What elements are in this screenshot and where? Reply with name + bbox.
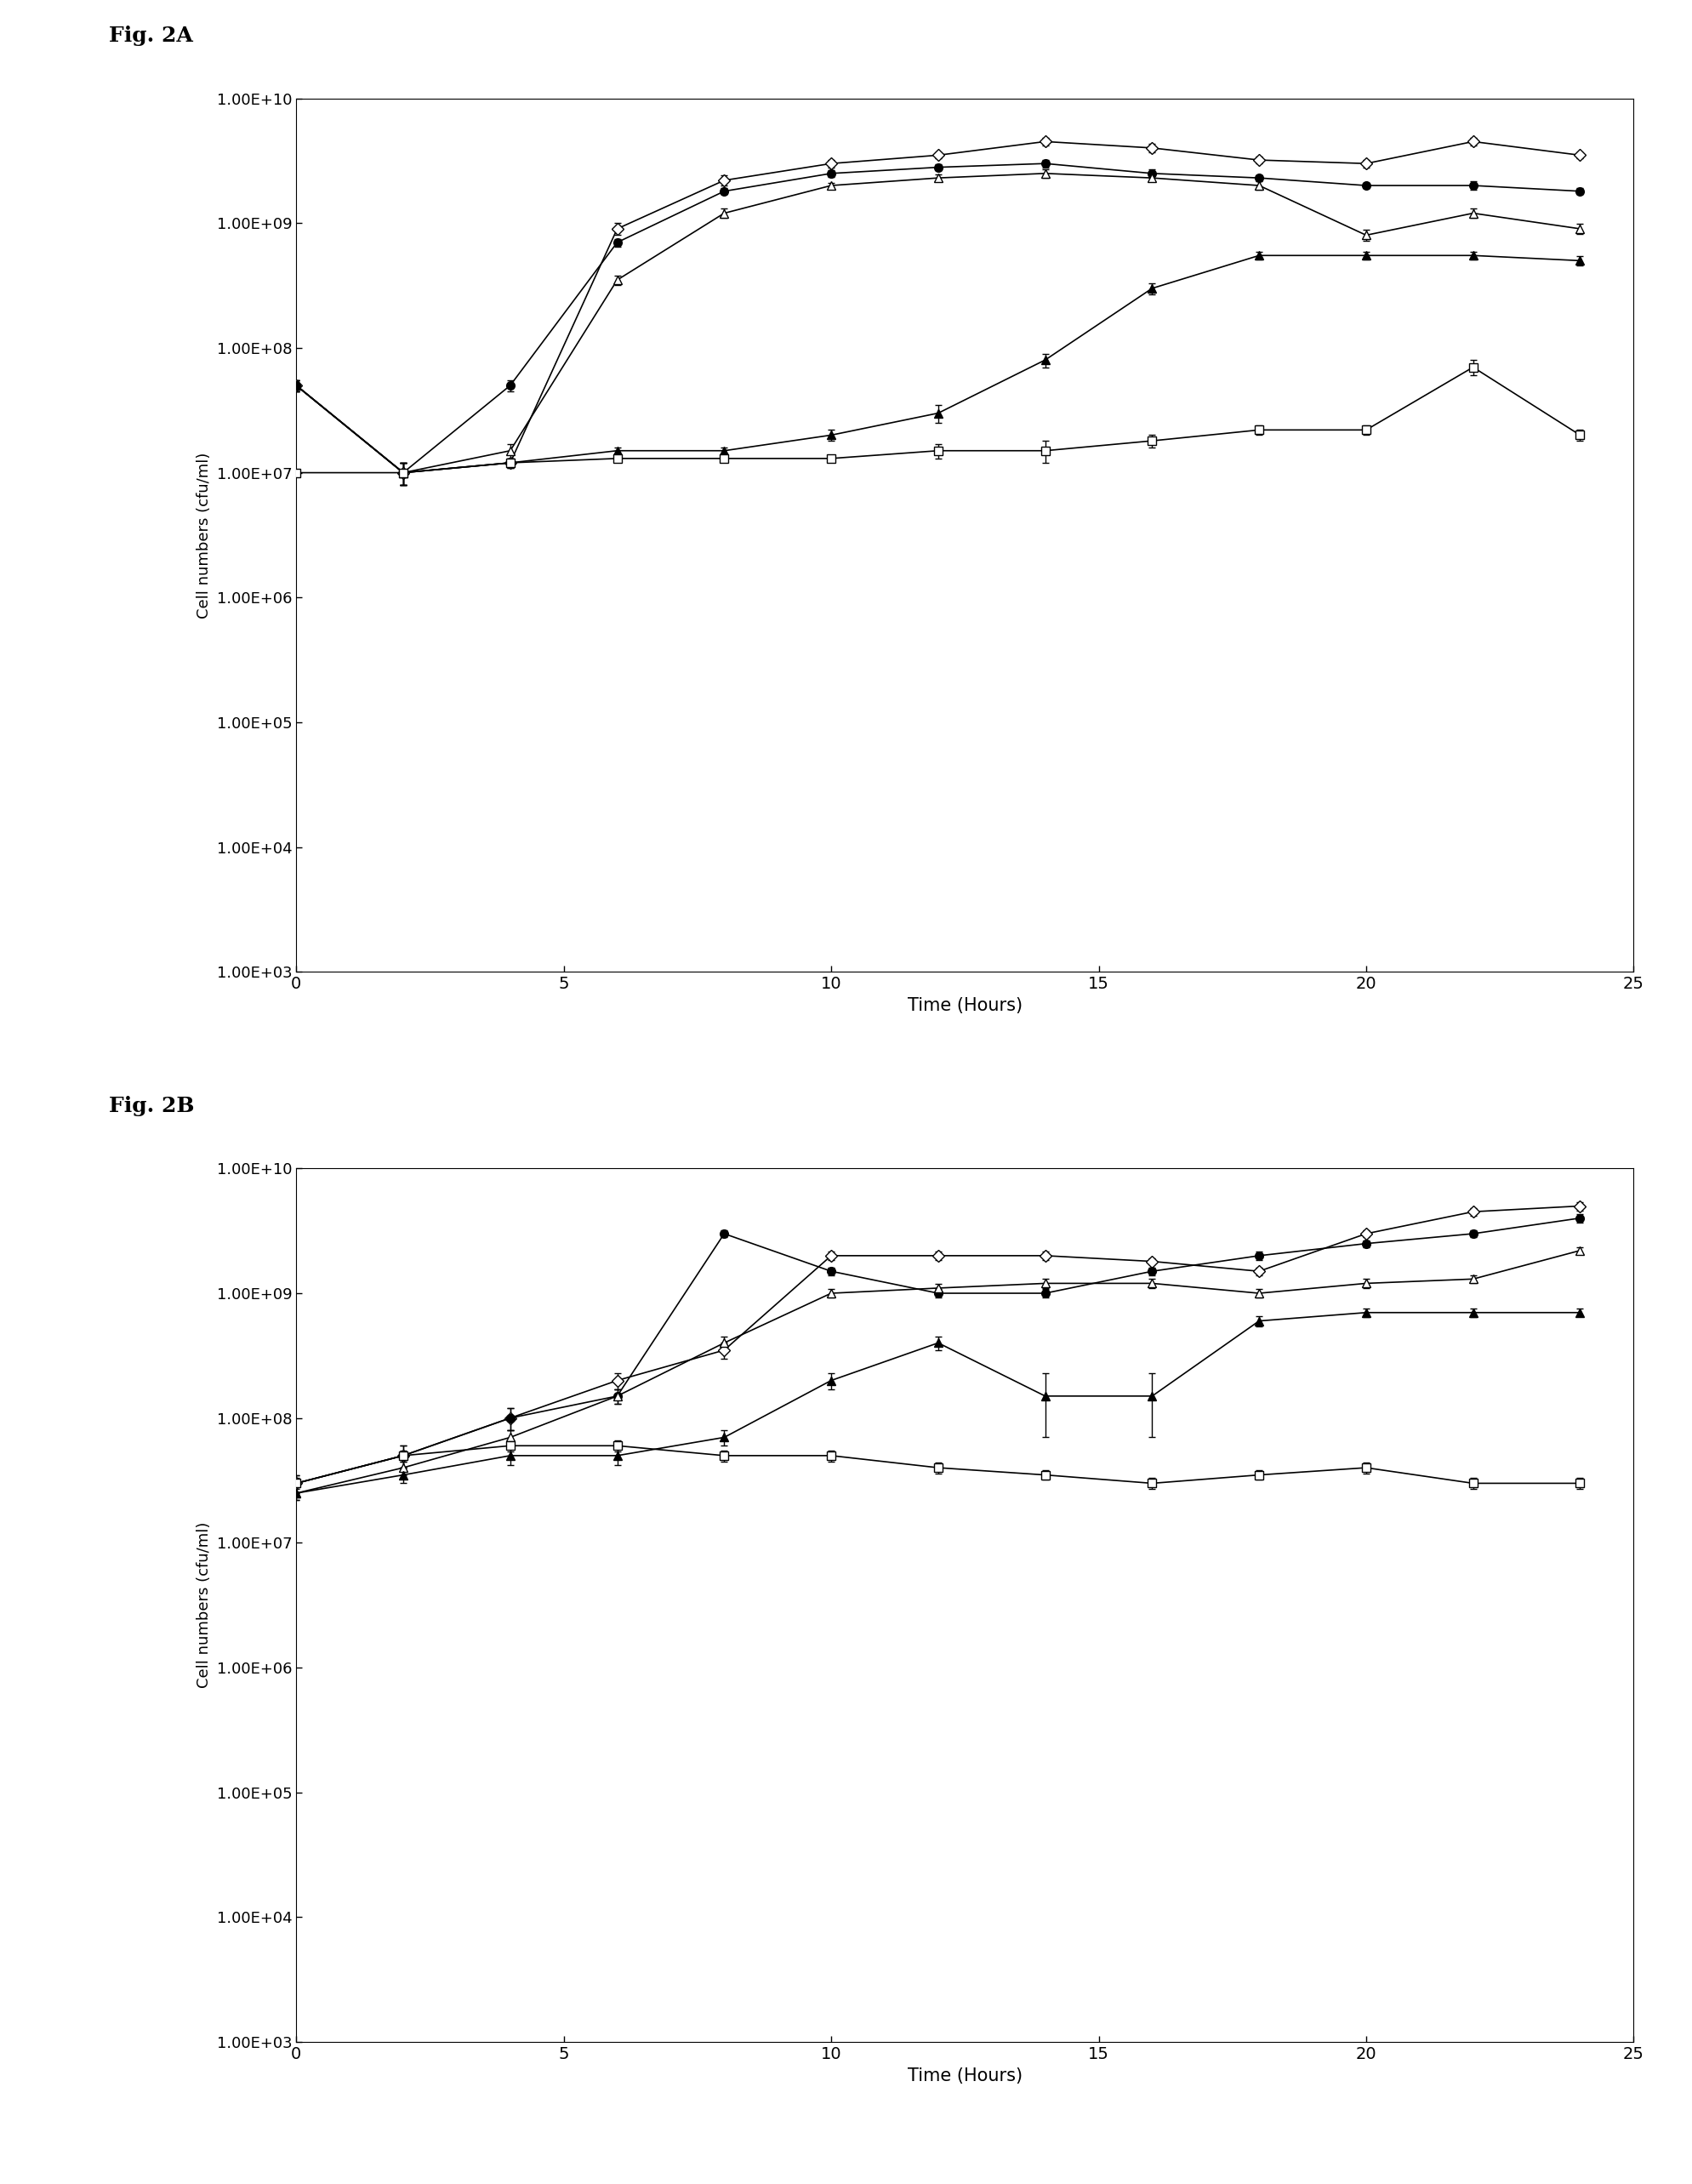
Text: Fig. 2A: Fig. 2A bbox=[108, 26, 193, 46]
Y-axis label: Cell numbers (cfu/ml): Cell numbers (cfu/ml) bbox=[196, 1522, 212, 1688]
X-axis label: Time (Hours): Time (Hours) bbox=[907, 2066, 1022, 2084]
X-axis label: Time (Hours): Time (Hours) bbox=[907, 996, 1022, 1013]
Y-axis label: Cell numbers (cfu/ml): Cell numbers (cfu/ml) bbox=[196, 452, 212, 618]
Text: Fig. 2B: Fig. 2B bbox=[108, 1096, 195, 1116]
